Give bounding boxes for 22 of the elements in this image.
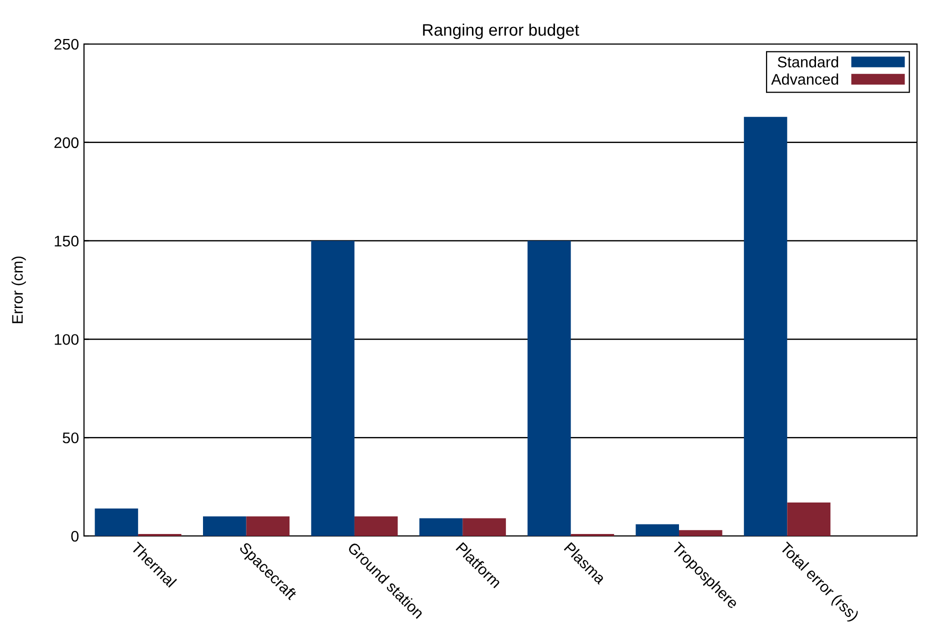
bar: [203, 516, 246, 536]
bar: [528, 240, 571, 536]
bar: [744, 116, 788, 536]
bar: [246, 516, 290, 536]
y-tick-label: 100: [54, 334, 79, 345]
bar: [787, 502, 830, 536]
legend-label: Standard: [778, 56, 838, 68]
y-tick-label: 150: [54, 236, 79, 246]
bar: [419, 518, 463, 536]
bar: [311, 240, 354, 536]
y-tick-label: 50: [62, 432, 79, 444]
chart-title: Ranging error budget: [423, 24, 580, 40]
bar: [94, 508, 138, 536]
bar: [679, 530, 722, 536]
bar: [462, 518, 506, 536]
y-tick-label: 200: [54, 137, 79, 148]
y-tick-label: 0: [71, 530, 79, 542]
y-tick-label: 250: [54, 38, 79, 50]
legend-label: Advanced: [771, 74, 838, 85]
y-axis-title: Error (cm): [12, 256, 26, 324]
bar: [636, 524, 679, 536]
bar: [354, 516, 398, 536]
